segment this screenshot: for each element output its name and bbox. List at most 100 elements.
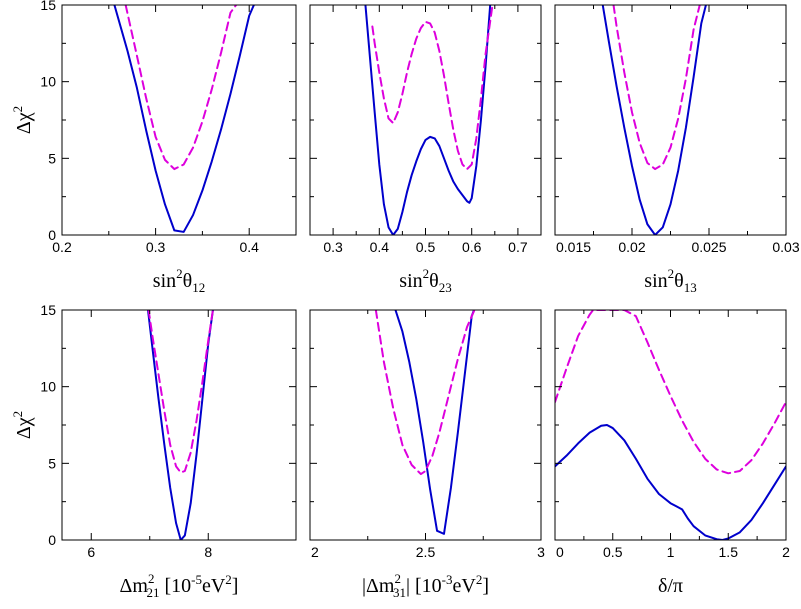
series-dashed-line (124, 5, 238, 171)
panel-2: 0.3 0.4 0.5 0.6 0.7 sin2θ23 (309, 4, 542, 295)
plot-frame (61, 4, 297, 236)
series-group (364, 5, 494, 235)
x-tick-label: 2 (311, 544, 319, 560)
x-axis-label: δ/π (658, 575, 683, 597)
series-group (601, 5, 707, 235)
x-label-sup: 2 (148, 571, 155, 586)
x-label-sup: 2 (423, 266, 430, 281)
x-tick-label: 0.02 (618, 239, 645, 255)
y-label-base: Δχ (13, 417, 35, 439)
series-dashed-line (612, 5, 701, 171)
x-label-unit-sup: -5 (191, 572, 202, 587)
x-label-unit-end: ] (482, 575, 489, 597)
y-tick-label: 10 (40, 74, 56, 90)
x-tick-label: 0 (556, 544, 564, 560)
x-label-sub: 13 (684, 280, 697, 295)
series-dashed-line (374, 310, 476, 476)
x-label-sup: 2 (668, 266, 675, 281)
x-axis-label: |Δm2 31| [10-3eV2] (362, 571, 489, 600)
x-label-base: sin (399, 270, 422, 292)
x-tick-label: 0.5 (416, 239, 436, 255)
y-tick-label: 0 (48, 227, 56, 243)
x-tick-label: 0.2 (52, 239, 72, 255)
panel-5: 2 2.5 3|Δm2 31| [10-3eV2] (309, 309, 545, 600)
x-label-unit-sup2: 2 (225, 572, 232, 587)
y-axis-label: Δχ2 (10, 411, 35, 439)
x-label-sub: 31 (393, 585, 406, 600)
x-label-unit-sup: -3 (442, 572, 453, 587)
y-tick-label: 5 (48, 150, 56, 166)
series-solid-line (147, 310, 214, 540)
series-group (555, 310, 786, 540)
series-group (113, 5, 255, 233)
plot-frame (554, 309, 787, 541)
x-label-base: Δm (366, 575, 395, 597)
x-axis-label: Δm2 21 [10-5eV2] (120, 571, 239, 600)
series-solid-line (113, 5, 255, 233)
series-group (374, 310, 476, 535)
x-tick-label: 0.6 (462, 239, 482, 255)
series-dashed-line (555, 310, 786, 475)
y-label-sup: 2 (10, 106, 25, 113)
x-axis-label: sin2θ23 (399, 266, 451, 295)
x-label-symbol: θ (429, 270, 439, 292)
x-label-unit: [10 (410, 575, 442, 597)
series-solid-line (601, 5, 707, 235)
series-solid-line (394, 310, 476, 535)
x-label-symbol: θ (674, 270, 684, 292)
x-axis-label: sin2θ13 (644, 266, 696, 295)
x-tick-label: 6 (87, 544, 95, 560)
series-dashed-line (147, 310, 214, 474)
x-label-sub: 21 (146, 585, 159, 600)
x-label-symbol: θ (183, 270, 193, 292)
y-tick-label: 5 (48, 455, 56, 471)
x-tick-label: 0.3 (323, 239, 343, 255)
x-tick-label: 8 (204, 544, 212, 560)
y-label-base: Δχ (13, 112, 35, 134)
x-label-base: δ/π (658, 575, 683, 597)
series-dashed-line (371, 5, 494, 171)
panel-6: 0 0.5 1 1.5 2 δ/π (554, 309, 790, 597)
y-tick-label: 15 (40, 0, 56, 13)
x-label-base: sin (644, 270, 667, 292)
x-label-unit: [10 (159, 575, 191, 597)
x-label-bar-close: | (406, 575, 410, 597)
x-label-unit-mid: eV (202, 575, 226, 597)
y-tick-label: 0 (48, 532, 56, 548)
x-tick-label: 2 (782, 544, 790, 560)
y-tick-label: 10 (40, 379, 56, 395)
x-label-sup: 2 (176, 266, 183, 281)
x-label-sub: 12 (192, 280, 205, 295)
x-tick-label: 0.4 (370, 239, 390, 255)
y-tick-label: 15 (40, 302, 56, 318)
x-tick-label: 0.03 (772, 239, 799, 255)
x-tick-label: 0.025 (691, 239, 726, 255)
x-tick-label: 3 (537, 544, 545, 560)
x-tick-label: 1 (667, 544, 675, 560)
plot-frame (309, 309, 542, 541)
series-solid-line (364, 5, 492, 235)
x-axis-label: sin2θ12 (153, 266, 205, 295)
y-label-sup: 2 (10, 411, 25, 418)
y-axis-label: Δχ2 (10, 106, 35, 134)
plot-frame (309, 4, 542, 236)
x-tick-label: 0.7 (508, 239, 528, 255)
x-label-base: sin (153, 270, 176, 292)
x-tick-label: 0.4 (239, 239, 259, 255)
x-label-sup: 2 (394, 571, 401, 586)
plot-frame (61, 309, 297, 541)
x-tick-label: 0.3 (146, 239, 166, 255)
series-group (147, 310, 214, 540)
x-label-sub: 23 (439, 280, 452, 295)
x-label-base: Δm (120, 575, 149, 597)
x-label-unit-end: ] (232, 575, 239, 597)
x-tick-label: 1.5 (719, 544, 739, 560)
panel-3: 0.015 0.02 0.025 0.03 sin2θ13 (554, 4, 800, 295)
x-tick-label: 0.015 (556, 239, 591, 255)
x-tick-label: 2.5 (416, 544, 436, 560)
series-solid-line (555, 424, 786, 540)
x-label-unit-mid: eV (452, 575, 476, 597)
x-tick-label: 0.5 (603, 544, 623, 560)
